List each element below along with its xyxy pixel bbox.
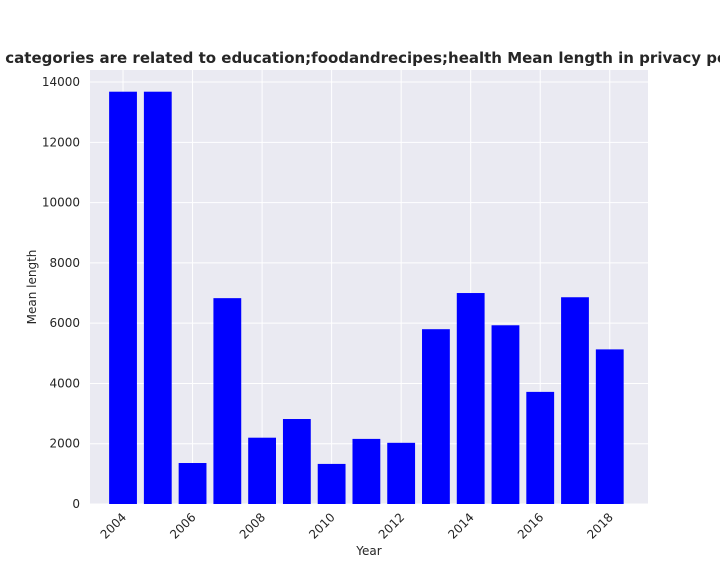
y-tick-label: 10000 [42,196,80,210]
x-tick-label: 2016 [515,510,546,541]
bars [109,91,624,504]
bar-2017 [561,297,589,504]
bar-2009 [282,419,311,504]
y-tick-label: 8000 [49,256,80,270]
y-tick-labels: 0 2000 4000 6000 8000 10000 12000 14000 [42,75,80,511]
bar-2013 [422,329,450,504]
bar-2004 [109,91,137,504]
bar-2010 [317,463,346,504]
bar-2015 [491,325,520,504]
x-tick-label: 2004 [98,510,129,541]
y-tick-label: 0 [72,497,80,511]
bar-2007 [213,298,242,504]
x-tick-labels: 2004 2006 2008 2010 2012 2014 2016 2018 [98,510,616,541]
y-tick-label: 14000 [42,75,80,89]
x-tick-label: 2008 [237,510,268,541]
x-tick-label: 2018 [584,510,615,541]
x-axis-label: Year [355,544,381,558]
bar-2012 [387,442,416,504]
bar-2008 [248,437,276,504]
x-tick-label: 2014 [445,510,476,541]
bar-2011 [352,438,381,504]
x-tick-label: 2012 [376,510,407,541]
y-tick-label: 6000 [49,316,80,330]
bar-2006 [178,463,207,504]
y-tick-label: 12000 [42,135,80,149]
bar-2018 [595,349,624,504]
y-tick-label: 4000 [49,376,80,390]
chart-title: Pages when categories are related to edu… [0,49,720,67]
x-tick-label: 2006 [167,510,198,541]
bar-2016 [526,391,555,504]
y-axis-label: Mean length [25,250,39,325]
bar-2005 [143,91,172,504]
x-tick-label: 2010 [306,510,337,541]
y-tick-label: 2000 [49,437,80,451]
bar-2014 [456,293,485,504]
